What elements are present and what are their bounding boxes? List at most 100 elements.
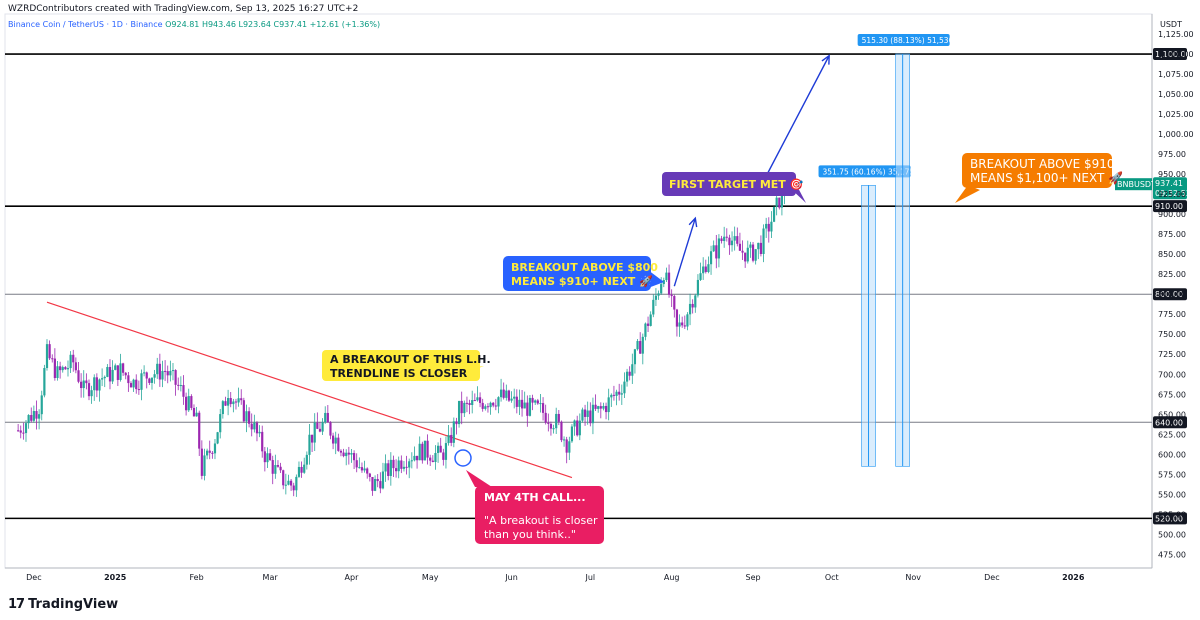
candle-body <box>707 264 710 273</box>
candle-body <box>749 244 752 248</box>
candle-body <box>166 371 169 376</box>
candle-body <box>352 453 356 461</box>
candle-body <box>137 389 140 391</box>
candle-body <box>434 452 437 462</box>
candle-body <box>457 400 461 425</box>
candle-body <box>24 423 28 434</box>
candle-body <box>66 368 70 370</box>
x-tick-label: Jul <box>584 573 595 582</box>
candle-body <box>56 366 59 379</box>
candle-body <box>678 322 681 327</box>
candle-body <box>623 381 626 394</box>
candle-body <box>704 266 707 273</box>
candle-body <box>699 273 702 280</box>
annotation-breakout-910-text-1: BREAKOUT ABOVE $910 <box>970 157 1115 171</box>
candle-body <box>156 363 159 375</box>
tradingview-logo[interactable]: 𝟭𝟳 TradingView <box>8 597 118 612</box>
candle-body <box>143 372 146 374</box>
candle-body <box>473 400 476 402</box>
candle-body <box>135 379 138 390</box>
candle-body <box>570 426 574 442</box>
candle-body <box>169 370 172 376</box>
candle-body <box>51 358 54 360</box>
candle-body <box>594 404 597 409</box>
y-tick-label: 825.00 <box>1158 270 1186 279</box>
candle-body <box>22 432 25 434</box>
candle-body <box>43 368 46 396</box>
tradingview-brand: TradingView <box>28 597 119 612</box>
candle-body <box>429 457 432 461</box>
candle-body <box>316 422 319 429</box>
candle-body <box>297 466 301 477</box>
x-tick-label: 2025 <box>104 573 127 582</box>
candle-body <box>182 385 185 397</box>
candle-body <box>751 244 755 261</box>
candle-body <box>573 420 576 427</box>
y-tick-label: 725.00 <box>1158 350 1186 359</box>
candle-body <box>59 366 62 371</box>
candle-body <box>140 373 143 390</box>
candle-body <box>767 223 770 232</box>
candle-body <box>153 374 156 378</box>
candle-body <box>334 437 337 444</box>
candle-body <box>581 409 584 421</box>
candle-body <box>597 406 600 409</box>
candle-body <box>612 394 616 396</box>
candle-body <box>709 251 713 265</box>
candle-body <box>484 406 487 409</box>
candle-body <box>313 422 316 443</box>
candle-body <box>258 431 261 434</box>
x-tick-label: Mar <box>263 573 279 582</box>
symbol-legend[interactable]: Binance Coin / TetherUS · 1D · Binance O… <box>8 20 380 29</box>
candle-body <box>213 443 217 454</box>
candle-body <box>520 399 524 409</box>
candle-body <box>308 434 311 455</box>
level-price-tag <box>1153 288 1187 301</box>
current-symbol-text: BNBUSDT <box>1117 180 1156 189</box>
y-tick-label: 925.00 <box>1158 190 1186 199</box>
projection-arrow-head <box>688 216 698 228</box>
candle-body <box>72 354 75 363</box>
candle-body <box>145 372 148 379</box>
annotation-breakout-910: BREAKOUT ABOVE $910 MEANS $1,100+ NEXT 🚀 <box>955 153 1123 203</box>
candle-body <box>736 236 739 244</box>
candle-body <box>578 420 581 436</box>
y-tick-label: 800.00 <box>1158 290 1186 299</box>
candle-body <box>19 430 22 433</box>
candle-body <box>95 377 98 391</box>
candle-body <box>234 401 238 403</box>
y-tick-label: 1,075.00 <box>1158 70 1194 79</box>
x-tick-label: May <box>422 573 439 582</box>
candle-body <box>206 450 209 456</box>
candle-body <box>717 238 721 259</box>
candle-body <box>725 236 728 238</box>
candle-body <box>665 272 668 281</box>
projection-arrow <box>673 217 696 287</box>
candle-body <box>101 378 104 380</box>
level-price-tag <box>1153 416 1187 429</box>
candle-body <box>673 296 676 310</box>
x-tick-label: Sep <box>746 573 761 582</box>
candle-body <box>423 440 427 461</box>
measure-range-label: 351.75 (60.16%) 35,175 <box>823 167 915 176</box>
candle-body <box>237 398 240 403</box>
candle-body <box>384 463 387 472</box>
annotation-breakout-800-text-1: BREAKOUT ABOVE $800 <box>511 261 658 274</box>
candle-body <box>641 336 644 354</box>
candle-body <box>303 464 306 473</box>
candle-body <box>660 284 663 294</box>
candle-body <box>221 401 224 415</box>
candle-body <box>615 391 618 396</box>
candle-body <box>439 445 442 453</box>
candle-body <box>45 344 49 369</box>
candle-body <box>744 252 747 262</box>
candle-body <box>541 403 545 413</box>
candle-body <box>607 397 610 413</box>
price-axis-currency: USDT <box>1160 20 1182 29</box>
candle-body <box>476 397 479 401</box>
candle-body <box>32 411 35 421</box>
projection-arrow <box>760 55 830 187</box>
candle-body <box>675 309 679 327</box>
candle-body <box>683 325 686 327</box>
